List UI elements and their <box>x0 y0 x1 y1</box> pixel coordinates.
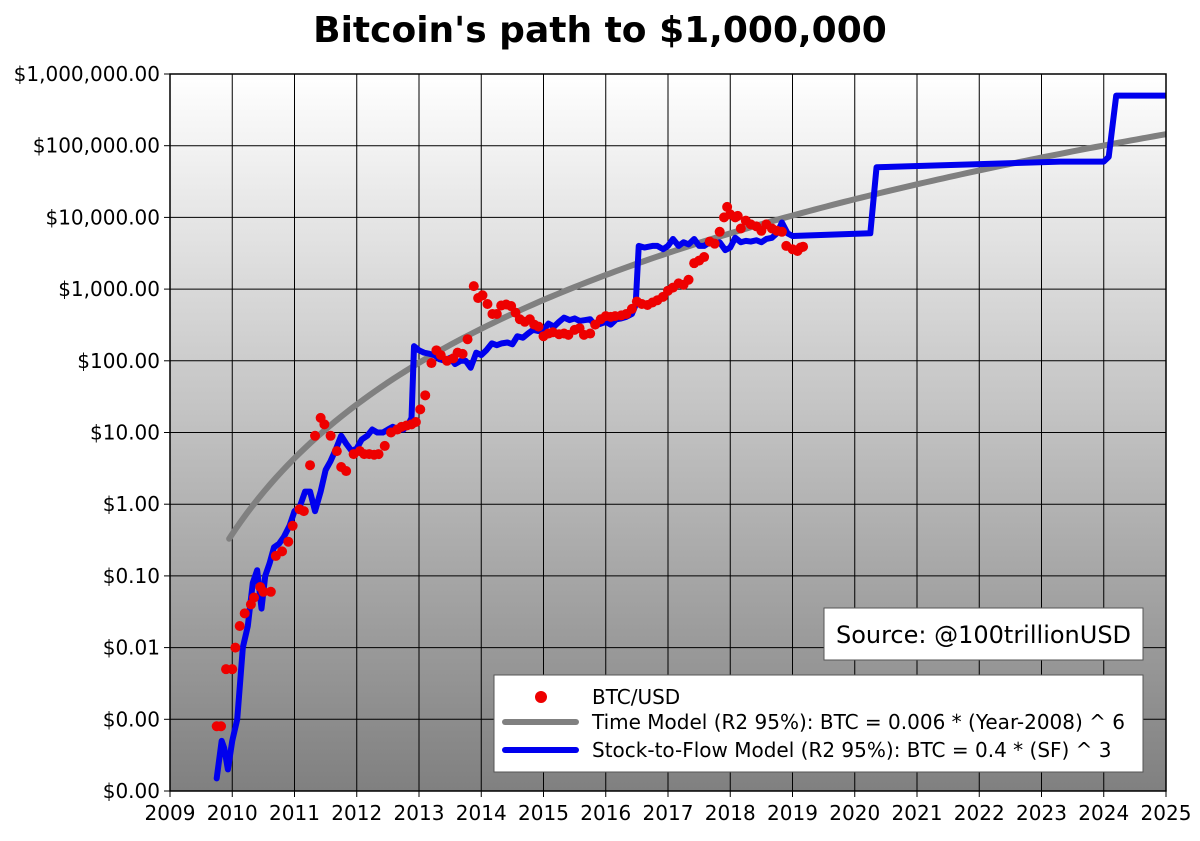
legend: BTC/USD Time Model (R2 95%): BTC = 0.006… <box>493 674 1144 773</box>
btc-price-point <box>258 586 269 597</box>
legend-item-s2f-model: Stock-to-Flow Model (R2 95%): BTC = 0.4 … <box>502 738 1112 762</box>
btc-price-point <box>331 446 342 457</box>
x-tick-label: 2019 <box>767 801 818 825</box>
btc-price-point <box>722 201 733 212</box>
plot-area <box>211 92 1166 782</box>
y-tick-label: $0.00 <box>103 779 160 803</box>
source-annotation: Source: @100trillionUSD <box>823 607 1144 661</box>
x-tick-label: 2015 <box>518 801 569 825</box>
btc-price-point <box>277 546 288 557</box>
x-tick-label: 2009 <box>145 801 196 825</box>
btc-price-point <box>468 281 479 292</box>
btc-price-point <box>491 308 502 319</box>
btc-price-point <box>776 226 787 237</box>
btc-price-point <box>714 226 725 237</box>
series-line-s2f-model <box>213 92 1166 782</box>
y-tick-label: $0.01 <box>103 636 160 660</box>
btc-price-point <box>373 449 384 460</box>
legend-item-btc-usd: BTC/USD <box>535 685 680 709</box>
btc-price-point <box>732 210 743 221</box>
btc-price-point <box>709 238 720 249</box>
btc-price-point <box>457 348 468 359</box>
btc-price-point <box>230 642 241 653</box>
x-tick-label: 2013 <box>394 801 445 825</box>
y-axis: $0.00 $0.00 $0.01 $0.10 $1.00 $10.00 $100.00 $1… <box>14 62 170 803</box>
y-tick-label: $100,000.00 <box>33 134 160 158</box>
btc-price-point <box>216 721 227 732</box>
btc-price-point <box>420 390 431 401</box>
btc-price-point <box>234 621 245 632</box>
x-tick-label: 2021 <box>892 801 943 825</box>
btc-price-point <box>585 328 596 339</box>
btc-price-point <box>283 536 294 547</box>
y-tick-label: $0.00 <box>103 707 160 731</box>
x-tick-label: 2023 <box>1016 801 1067 825</box>
btc-price-point <box>426 358 437 369</box>
x-tick-label: 2018 <box>705 801 756 825</box>
btc-price-point <box>319 419 330 430</box>
btc-price-point <box>325 430 336 441</box>
btc-price-point <box>410 417 421 428</box>
x-tick-label: 2016 <box>580 801 631 825</box>
x-tick-label: 2017 <box>643 801 694 825</box>
x-tick-label: 2012 <box>331 801 382 825</box>
x-tick-label: 2025 <box>1141 801 1192 825</box>
btc-price-point <box>415 404 426 415</box>
btc-price-point <box>533 321 544 332</box>
y-tick-label: $1.00 <box>103 492 160 516</box>
btc-price-point <box>477 290 488 301</box>
x-tick-label: 2011 <box>269 801 320 825</box>
btc-price-point <box>683 274 694 285</box>
btc-price-point <box>735 223 746 234</box>
y-tick-label: $100.00 <box>77 349 160 373</box>
btc-price-point <box>699 252 710 263</box>
y-tick-label: $10.00 <box>90 421 160 445</box>
x-tick-label: 2020 <box>829 801 880 825</box>
y-tick-label: $0.10 <box>103 564 160 588</box>
legend-swatch-btc-usd <box>535 691 547 703</box>
source-box <box>823 607 1144 661</box>
btc-price-point <box>239 608 250 619</box>
legend-label-btc-usd: BTC/USD <box>592 685 680 709</box>
btc-price-point <box>265 586 276 597</box>
btc-price-point <box>249 592 260 603</box>
btc-price-point <box>482 298 493 309</box>
legend-label-time-model: Time Model (R2 95%): BTC = 0.006 * (Year… <box>591 710 1125 734</box>
x-tick-label: 2010 <box>207 801 258 825</box>
legend-box <box>493 674 1144 773</box>
btc-price-point <box>298 506 309 517</box>
y-tick-label: $1,000,000.00 <box>14 62 160 86</box>
x-tick-label: 2022 <box>954 801 1005 825</box>
legend-item-time-model: Time Model (R2 95%): BTC = 0.006 * (Year… <box>502 710 1125 734</box>
legend-label-s2f-model: Stock-to-Flow Model (R2 95%): BTC = 0.4 … <box>592 738 1112 762</box>
source-text: Source: @100trillionUSD <box>836 621 1131 649</box>
x-tick-label: 2014 <box>456 801 507 825</box>
chart-title: Bitcoin's path to $1,000,000 <box>313 10 887 51</box>
btc-price-point <box>305 460 316 471</box>
btc-price-point <box>310 430 321 441</box>
x-tick-label: 2024 <box>1078 801 1129 825</box>
btc-price-point <box>287 520 298 531</box>
btc-price-point <box>798 241 809 252</box>
btc-price-point <box>626 303 637 314</box>
btc-price-point <box>379 440 390 451</box>
y-tick-label: $1,000.00 <box>58 277 160 301</box>
y-tick-label: $10,000.00 <box>45 205 160 229</box>
x-axis: 2009 2010 2011 2012 2013 2014 2015 2016 2017 2018… <box>145 791 1192 825</box>
btc-price-point <box>227 664 238 675</box>
btc-price-point <box>462 334 473 345</box>
btc-price-point <box>341 466 352 477</box>
